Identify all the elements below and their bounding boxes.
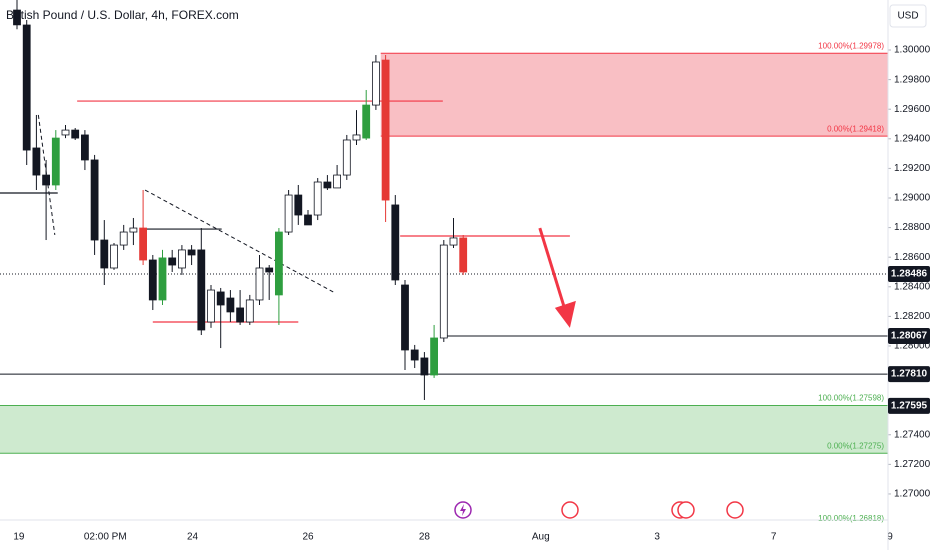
x-tick-label: 02:00 PM — [84, 532, 127, 543]
y-tick-label: 1.28800 — [894, 222, 931, 233]
chart-title: British Pound / U.S. Dollar, 4h, FOREX.c… — [6, 8, 239, 22]
candle-body — [439, 244, 448, 339]
candle-body — [61, 129, 70, 136]
x-tick-label: 26 — [302, 532, 314, 543]
price-box — [888, 266, 930, 283]
x-tick-label: Aug — [532, 532, 550, 543]
event-icons — [454, 501, 744, 519]
candle-body — [381, 59, 390, 201]
event-icon[interactable] — [726, 501, 744, 519]
candle-body — [51, 137, 60, 186]
candle-body — [371, 61, 380, 106]
zone — [0, 405, 888, 454]
candle-body — [430, 337, 439, 376]
candle-body — [22, 24, 31, 151]
trendline — [37, 114, 56, 236]
candle-body — [168, 257, 177, 266]
y-tick-label: 1.27200 — [894, 459, 931, 470]
y-tick-label: 1.29600 — [894, 104, 931, 115]
price-box-label: 1.28067 — [891, 331, 928, 342]
candle-body — [410, 349, 419, 361]
candle-body — [32, 147, 41, 176]
candle-body — [274, 231, 283, 296]
candle-body — [42, 174, 50, 186]
arrow — [538, 227, 569, 317]
x-tick-label: 19 — [13, 532, 25, 543]
currency: USD — [897, 11, 918, 22]
zone-label: 0.00%(1.27275) — [827, 441, 884, 450]
candle-body — [100, 239, 109, 269]
candle-body — [304, 214, 312, 226]
event-icon[interactable] — [561, 501, 579, 519]
price-box — [888, 397, 930, 414]
candle-body — [401, 284, 409, 351]
y-tick-label: 1.27000 — [894, 489, 931, 500]
candle-body — [148, 259, 157, 301]
candle-body — [187, 249, 196, 256]
price-box-label: 1.28486 — [891, 269, 928, 280]
price-box — [888, 328, 930, 345]
candle-body — [216, 291, 225, 306]
price-box — [888, 366, 930, 383]
y-tick-label: 1.28400 — [894, 281, 931, 292]
candle-body — [177, 249, 186, 269]
y-tick-label: 1.30000 — [894, 45, 931, 56]
zone-label: 100.00%(1.27598) — [818, 394, 884, 403]
zone-label: 0.00%(1.29418) — [827, 124, 884, 133]
candle-body — [110, 244, 118, 269]
x-tick-label: 24 — [187, 532, 199, 543]
candle-body — [420, 357, 429, 376]
candle-body — [362, 104, 371, 139]
candle-body — [342, 139, 351, 176]
candle-body — [197, 249, 206, 331]
candle-body — [13, 9, 21, 26]
arrow-head — [554, 300, 576, 328]
candle-body — [245, 299, 254, 323]
y-tick-label: 1.29800 — [894, 74, 931, 85]
candle-body — [71, 129, 80, 139]
price-box-label: 1.27810 — [891, 369, 928, 380]
y-tick-label: 1.27400 — [894, 429, 931, 440]
candle-body — [265, 267, 274, 273]
candle-body — [294, 194, 303, 216]
event-icon[interactable] — [677, 501, 695, 519]
price-box-label: 1.27595 — [891, 401, 928, 412]
currency-box[interactable] — [889, 4, 927, 28]
candle-body — [333, 174, 342, 189]
candle-body — [226, 297, 235, 313]
candle-body — [90, 159, 99, 241]
candle-body — [129, 227, 138, 233]
annotation: 100.00%(1.26818) — [818, 514, 884, 523]
candle-body — [119, 231, 128, 246]
y-tick-label: 1.29000 — [894, 193, 931, 204]
candle-body — [236, 307, 245, 323]
candle-body — [391, 204, 400, 281]
candle-body — [352, 134, 361, 141]
candle-body — [81, 134, 89, 161]
trendline — [144, 189, 336, 294]
x-tick-label: 3 — [654, 532, 660, 543]
candle-body — [459, 237, 468, 273]
x-tick-label: 28 — [419, 532, 431, 543]
y-tick-label: 1.29400 — [894, 133, 931, 144]
y-tick-label: 1.28200 — [894, 311, 931, 322]
y-tick-label: 1.28000 — [894, 341, 931, 352]
candle-body — [207, 289, 215, 323]
candle-body — [255, 267, 264, 301]
x-tick-label: 9 — [887, 532, 893, 543]
candle-body — [139, 227, 148, 261]
candle-body — [158, 257, 167, 301]
candle-body — [313, 181, 322, 216]
y-tick-label: 1.29200 — [894, 163, 931, 174]
candle-body — [284, 194, 293, 233]
x-tick-label: 7 — [771, 532, 777, 543]
event-icon-glyph — [460, 504, 466, 516]
y-tick-label: 1.28600 — [894, 252, 931, 263]
candle-body — [449, 237, 458, 246]
zone — [380, 53, 888, 137]
candle-body — [323, 181, 332, 189]
zone-label: 100.00%(1.29978) — [818, 41, 884, 50]
